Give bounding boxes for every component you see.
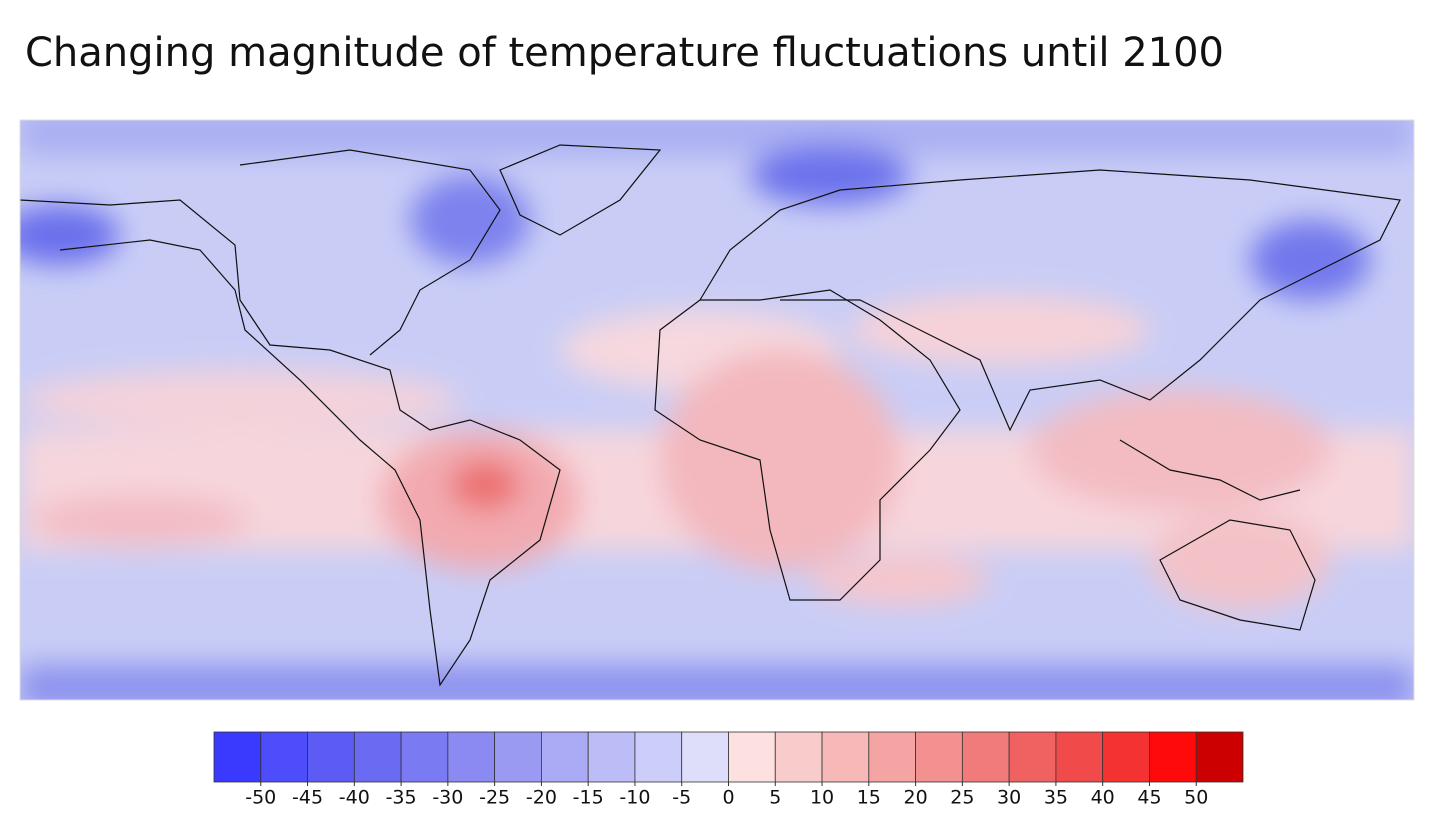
colorbar-tick-label: 35 <box>1044 787 1068 809</box>
colorbar-tick-label: 45 <box>1137 787 1161 809</box>
title: Changing magnitude of temperature fluctu… <box>25 30 1224 76</box>
colorbar-box <box>868 731 916 783</box>
colorbar-box <box>260 731 308 783</box>
colorbar-box <box>353 731 402 783</box>
colorbar-box <box>587 731 636 783</box>
colorbar-tick-label: 50 <box>1184 787 1208 809</box>
colorbar-box <box>1102 731 1150 783</box>
map <box>20 120 1414 700</box>
colorbar-tick-label: -50 <box>245 787 276 809</box>
colorbar-box <box>1149 731 1197 783</box>
colorbar-box <box>307 731 355 783</box>
colorbar-box <box>1195 731 1244 783</box>
colorbar-box <box>915 731 963 783</box>
colorbar-tick-label: -30 <box>432 787 463 809</box>
colorbar-box <box>1008 731 1057 783</box>
colorbar-tick-label: -10 <box>619 787 650 809</box>
colorbar-tick-label: 30 <box>997 787 1021 809</box>
colorbar-tick-label: 40 <box>1091 787 1115 809</box>
colorbar-tick-label: 0 <box>722 787 734 809</box>
colorbar-tick-label: -35 <box>386 787 417 809</box>
colorbar-tick-label: 10 <box>810 787 834 809</box>
map-frame <box>19 119 1415 701</box>
colorbar-box <box>681 731 729 783</box>
colorbar-box <box>494 731 542 783</box>
colorbar-tick-label: -25 <box>479 787 510 809</box>
colorbar-box <box>728 731 776 783</box>
colorbar-box <box>447 731 496 783</box>
map-shading <box>20 120 1414 700</box>
colorbar: -50 -45 -40 -35 -30 -25 -20 -15 -10 -5 0 5 10 15 20 25 3… <box>213 731 1244 809</box>
colorbar-tick-label: -15 <box>573 787 604 809</box>
colorbar-box <box>213 731 262 783</box>
colorbar-tick-label: 25 <box>950 787 974 809</box>
colorbar-tick-label: 5 <box>769 787 781 809</box>
colorbar-box <box>400 731 449 783</box>
colorbar-tick-label: 15 <box>857 787 881 809</box>
colorbar-tick-label: -45 <box>292 787 323 809</box>
colorbar-box <box>774 731 823 783</box>
colorbar-box <box>541 731 589 783</box>
colorbar-tick-label: -5 <box>672 787 691 809</box>
colorbar-box <box>1055 731 1104 783</box>
colorbar-tick-label: -20 <box>526 787 557 809</box>
coastlines <box>20 144 1401 687</box>
colorbar-box <box>961 731 1010 783</box>
colorbar-tick-label: -40 <box>339 787 370 809</box>
colorbar-box <box>821 731 870 783</box>
colorbar-tick-label: 20 <box>903 787 927 809</box>
colorbar-box <box>634 731 683 783</box>
